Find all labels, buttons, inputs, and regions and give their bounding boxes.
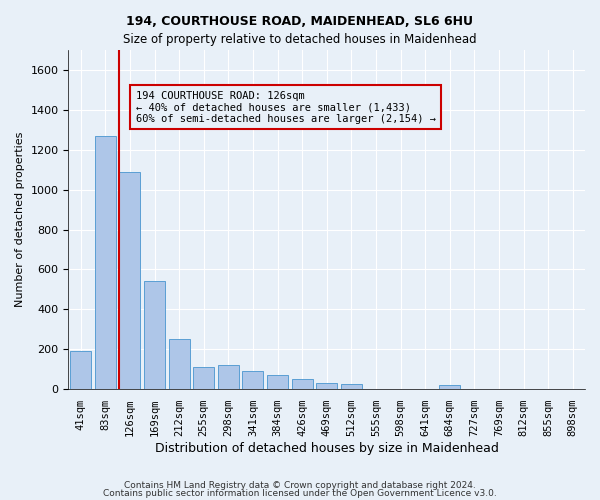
Text: Contains public sector information licensed under the Open Government Licence v3: Contains public sector information licen… xyxy=(103,488,497,498)
Bar xyxy=(316,383,337,389)
Bar xyxy=(218,366,239,389)
Bar xyxy=(292,379,313,389)
Bar xyxy=(169,340,190,389)
Bar xyxy=(119,172,140,389)
Text: 194, COURTHOUSE ROAD, MAIDENHEAD, SL6 6HU: 194, COURTHOUSE ROAD, MAIDENHEAD, SL6 6H… xyxy=(127,15,473,28)
Bar xyxy=(95,136,116,389)
Bar xyxy=(70,352,91,389)
Bar xyxy=(267,376,288,389)
Text: Size of property relative to detached houses in Maidenhead: Size of property relative to detached ho… xyxy=(123,32,477,46)
Text: Contains HM Land Registry data © Crown copyright and database right 2024.: Contains HM Land Registry data © Crown c… xyxy=(124,481,476,490)
Bar xyxy=(144,282,165,389)
Text: 194 COURTHOUSE ROAD: 126sqm
← 40% of detached houses are smaller (1,433)
60% of : 194 COURTHOUSE ROAD: 126sqm ← 40% of det… xyxy=(136,90,436,124)
Bar xyxy=(341,384,362,389)
X-axis label: Distribution of detached houses by size in Maidenhead: Distribution of detached houses by size … xyxy=(155,442,499,455)
Y-axis label: Number of detached properties: Number of detached properties xyxy=(15,132,25,308)
Bar xyxy=(242,372,263,389)
Bar xyxy=(439,385,460,389)
Bar xyxy=(193,368,214,389)
